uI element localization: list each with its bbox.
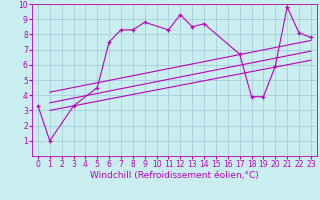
X-axis label: Windchill (Refroidissement éolien,°C): Windchill (Refroidissement éolien,°C) (90, 171, 259, 180)
